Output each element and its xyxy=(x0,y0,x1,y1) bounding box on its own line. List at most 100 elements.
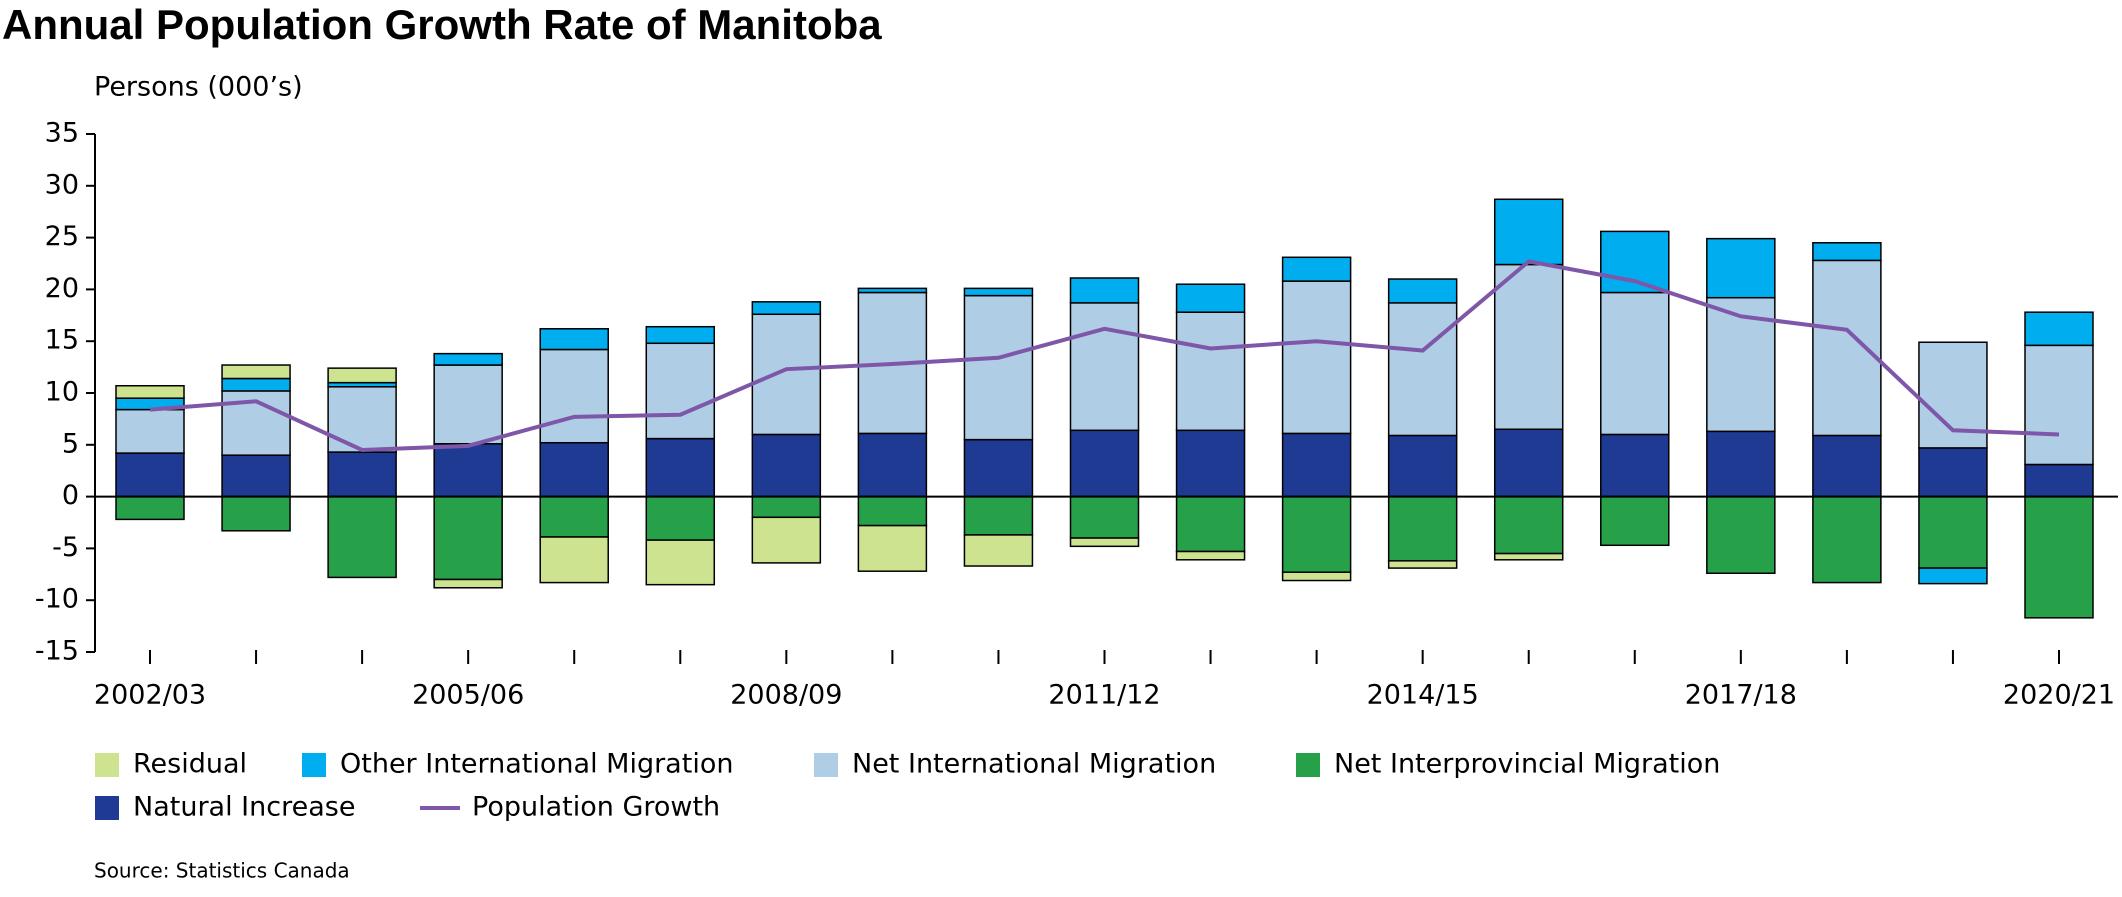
bar-segment xyxy=(115,452,185,498)
legend-swatch xyxy=(95,796,119,820)
bar-segment xyxy=(327,495,397,579)
bar-segment xyxy=(115,384,185,399)
y-tick-label: 30 xyxy=(45,169,79,200)
bar-segment xyxy=(963,534,1034,567)
bar-segment xyxy=(1706,237,1776,299)
bar-segment xyxy=(433,578,503,589)
bar-segment xyxy=(539,495,609,538)
bar-segment xyxy=(1281,571,1352,582)
bar-segment xyxy=(645,495,716,541)
bar-segment xyxy=(1918,567,1988,585)
bar-segment xyxy=(327,451,397,498)
bar-segment xyxy=(539,536,609,584)
bar-segment xyxy=(645,342,716,440)
legend-label: Natural Increase xyxy=(133,792,355,823)
x-tick-label: 2005/06 xyxy=(412,680,524,711)
bar-segment xyxy=(1387,278,1458,304)
x-tick-label: 2011/12 xyxy=(1048,680,1160,711)
y-tick-label: 5 xyxy=(62,428,79,459)
y-tick-label: 15 xyxy=(45,325,79,356)
bar-segment xyxy=(2024,311,2094,347)
legend-swatch xyxy=(302,753,326,777)
bar-segment xyxy=(963,287,1034,297)
bar-segment xyxy=(433,495,503,581)
bar-segment xyxy=(857,495,928,527)
bar-segment xyxy=(1281,495,1352,573)
legend-label: Residual xyxy=(133,749,247,780)
bar-segment xyxy=(963,495,1034,536)
bar-segment xyxy=(1493,428,1564,498)
x-tick-label: 2017/18 xyxy=(1685,680,1797,711)
bar-segment xyxy=(1387,560,1458,569)
bar-segment xyxy=(115,495,185,521)
bar-segment xyxy=(1918,495,1988,569)
bar-segment xyxy=(1918,447,1988,498)
y-tick-label: -10 xyxy=(35,584,79,615)
x-tick-label: 2002/03 xyxy=(94,680,206,711)
bar-segment xyxy=(1706,495,1776,575)
bar-segment xyxy=(1281,432,1352,498)
line-series xyxy=(149,259,2060,452)
legend-label: Other International Migration xyxy=(340,749,733,780)
bar-segment xyxy=(1069,537,1140,548)
bar-segment xyxy=(1281,280,1352,435)
bar-segment xyxy=(221,377,291,392)
bar-segment xyxy=(1175,429,1246,498)
bar-segment xyxy=(1812,259,1882,437)
bar-segment xyxy=(221,364,291,380)
bar-segment xyxy=(2024,344,2094,466)
bar-segment xyxy=(1812,495,1882,584)
bar-segment xyxy=(1069,495,1140,539)
bar-segment xyxy=(1600,230,1670,294)
x-tick-label: 2008/09 xyxy=(730,680,842,711)
bar-segment xyxy=(1175,311,1246,432)
bar-segment xyxy=(1812,242,1882,262)
bar-segment xyxy=(1493,495,1564,555)
bar-segment xyxy=(857,524,928,572)
bar-segment xyxy=(539,328,609,351)
bar-segment xyxy=(751,495,822,519)
bar-segment xyxy=(327,367,397,384)
bar-segment xyxy=(433,443,503,498)
bar-segment xyxy=(1281,256,1352,282)
bar-segment xyxy=(1069,277,1140,304)
bar-segment xyxy=(1175,550,1246,561)
bar-segment xyxy=(1600,291,1670,436)
bar-segment xyxy=(1493,552,1564,561)
bar-segment xyxy=(645,437,716,498)
legend-swatch xyxy=(95,753,119,777)
legend-swatch xyxy=(814,753,838,777)
chart-title: Annual Population Growth Rate of Manitob… xyxy=(2,1,882,48)
bar-segment xyxy=(857,287,928,294)
bar-segment xyxy=(963,438,1034,498)
bar-segment xyxy=(645,325,716,345)
bar-segment xyxy=(221,454,291,498)
bar-segment xyxy=(1600,495,1670,547)
bar-segment xyxy=(2024,463,2094,498)
y-axis-label: Persons (000’s) xyxy=(94,72,303,103)
bar-segment xyxy=(1493,263,1564,431)
bar-segment xyxy=(751,516,822,564)
bar-segment xyxy=(751,433,822,498)
bar-segment xyxy=(857,432,928,498)
bar-segment xyxy=(645,539,716,586)
bar-segment xyxy=(1387,495,1458,562)
bar-segment xyxy=(1387,434,1458,498)
bar-segment xyxy=(751,313,822,436)
y-tick-label: 0 xyxy=(62,480,79,511)
bar-segment xyxy=(1493,198,1564,266)
bar-segment xyxy=(433,364,503,445)
y-tick-label: -15 xyxy=(35,636,79,667)
bar-segment xyxy=(1706,430,1776,498)
bar-segment xyxy=(1387,302,1458,437)
bar-segment xyxy=(539,441,609,498)
source: Source: Statistics Canada xyxy=(94,859,350,883)
bar-segment xyxy=(1812,434,1882,498)
legend-label: Population Growth xyxy=(472,792,720,823)
bar-segment xyxy=(2024,495,2094,619)
bar-segment xyxy=(221,495,291,532)
legend-swatch xyxy=(1296,753,1320,777)
y-tick-label: 10 xyxy=(45,377,79,408)
y-tick-label: -5 xyxy=(52,532,79,563)
